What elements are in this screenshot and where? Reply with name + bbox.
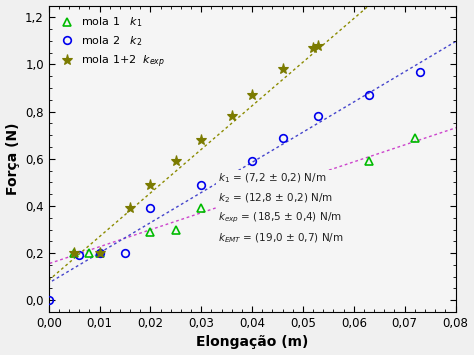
mola 1   $k_1$ [147,230,153,234]
mola 1   $k_1$ [315,180,321,185]
mola 1   $k_1$ [366,159,372,163]
Line: mola 1+2  $k_{exp}$: mola 1+2 $k_{exp}$ [69,40,324,259]
mola 1   $k_1$ [199,206,204,211]
mola 1+2  $k_{exp}$ [229,114,235,119]
mola 1+2  $k_{exp}$ [71,251,77,255]
mola 1+2  $k_{exp}$ [315,44,321,48]
mola 1+2  $k_{exp}$ [147,182,153,187]
mola 2   $k_2$ [97,251,102,255]
mola 1+2  $k_{exp}$ [249,93,255,97]
mola 2   $k_2$ [147,206,153,211]
mola 1+2  $k_{exp}$ [173,159,179,163]
Text: $k_1$ = (7,2 ± 0,2) N/m
$k_2$ = (12,8 ± 0,2) N/m
$k_{exp}$ = (18,5 ± 0,4) N/m
$k: $k_1$ = (7,2 ± 0,2) N/m $k_2$ = (12,8 ± … [218,172,343,245]
mola 1   $k_1$ [71,251,77,255]
mola 1+2  $k_{exp}$ [310,46,316,50]
Y-axis label: Força (N): Força (N) [6,122,19,195]
mola 2   $k_2$ [46,298,52,302]
Line: mola 1   $k_1$: mola 1 $k_1$ [70,134,419,257]
X-axis label: Elongação (m): Elongação (m) [196,335,308,349]
mola 2   $k_2$ [280,136,285,140]
mola 2   $k_2$ [315,114,321,119]
Line: mola 2   $k_2$: mola 2 $k_2$ [45,68,424,304]
mola 1   $k_1$ [173,228,179,232]
mola 2   $k_2$ [249,159,255,163]
mola 1   $k_1$ [87,251,92,255]
mola 1   $k_1$ [97,251,102,255]
mola 2   $k_2$ [122,251,128,255]
mola 1   $k_1$ [280,182,285,187]
mola 1   $k_1$ [412,136,418,140]
mola 1+2  $k_{exp}$ [280,67,285,71]
mola 1+2  $k_{exp}$ [127,206,133,211]
mola 2   $k_2$ [76,253,82,258]
mola 1   $k_1$ [249,204,255,208]
mola 2   $k_2$ [366,93,372,97]
mola 2   $k_2$ [199,182,204,187]
mola 2   $k_2$ [417,70,423,74]
mola 1+2  $k_{exp}$ [97,251,102,255]
mola 1+2  $k_{exp}$ [199,138,204,142]
Legend: mola 1   $k_1$, mola 2   $k_2$, mola 1+2  $k_{exp}$: mola 1 $k_1$, mola 2 $k_2$, mola 1+2 $k_… [55,11,169,74]
